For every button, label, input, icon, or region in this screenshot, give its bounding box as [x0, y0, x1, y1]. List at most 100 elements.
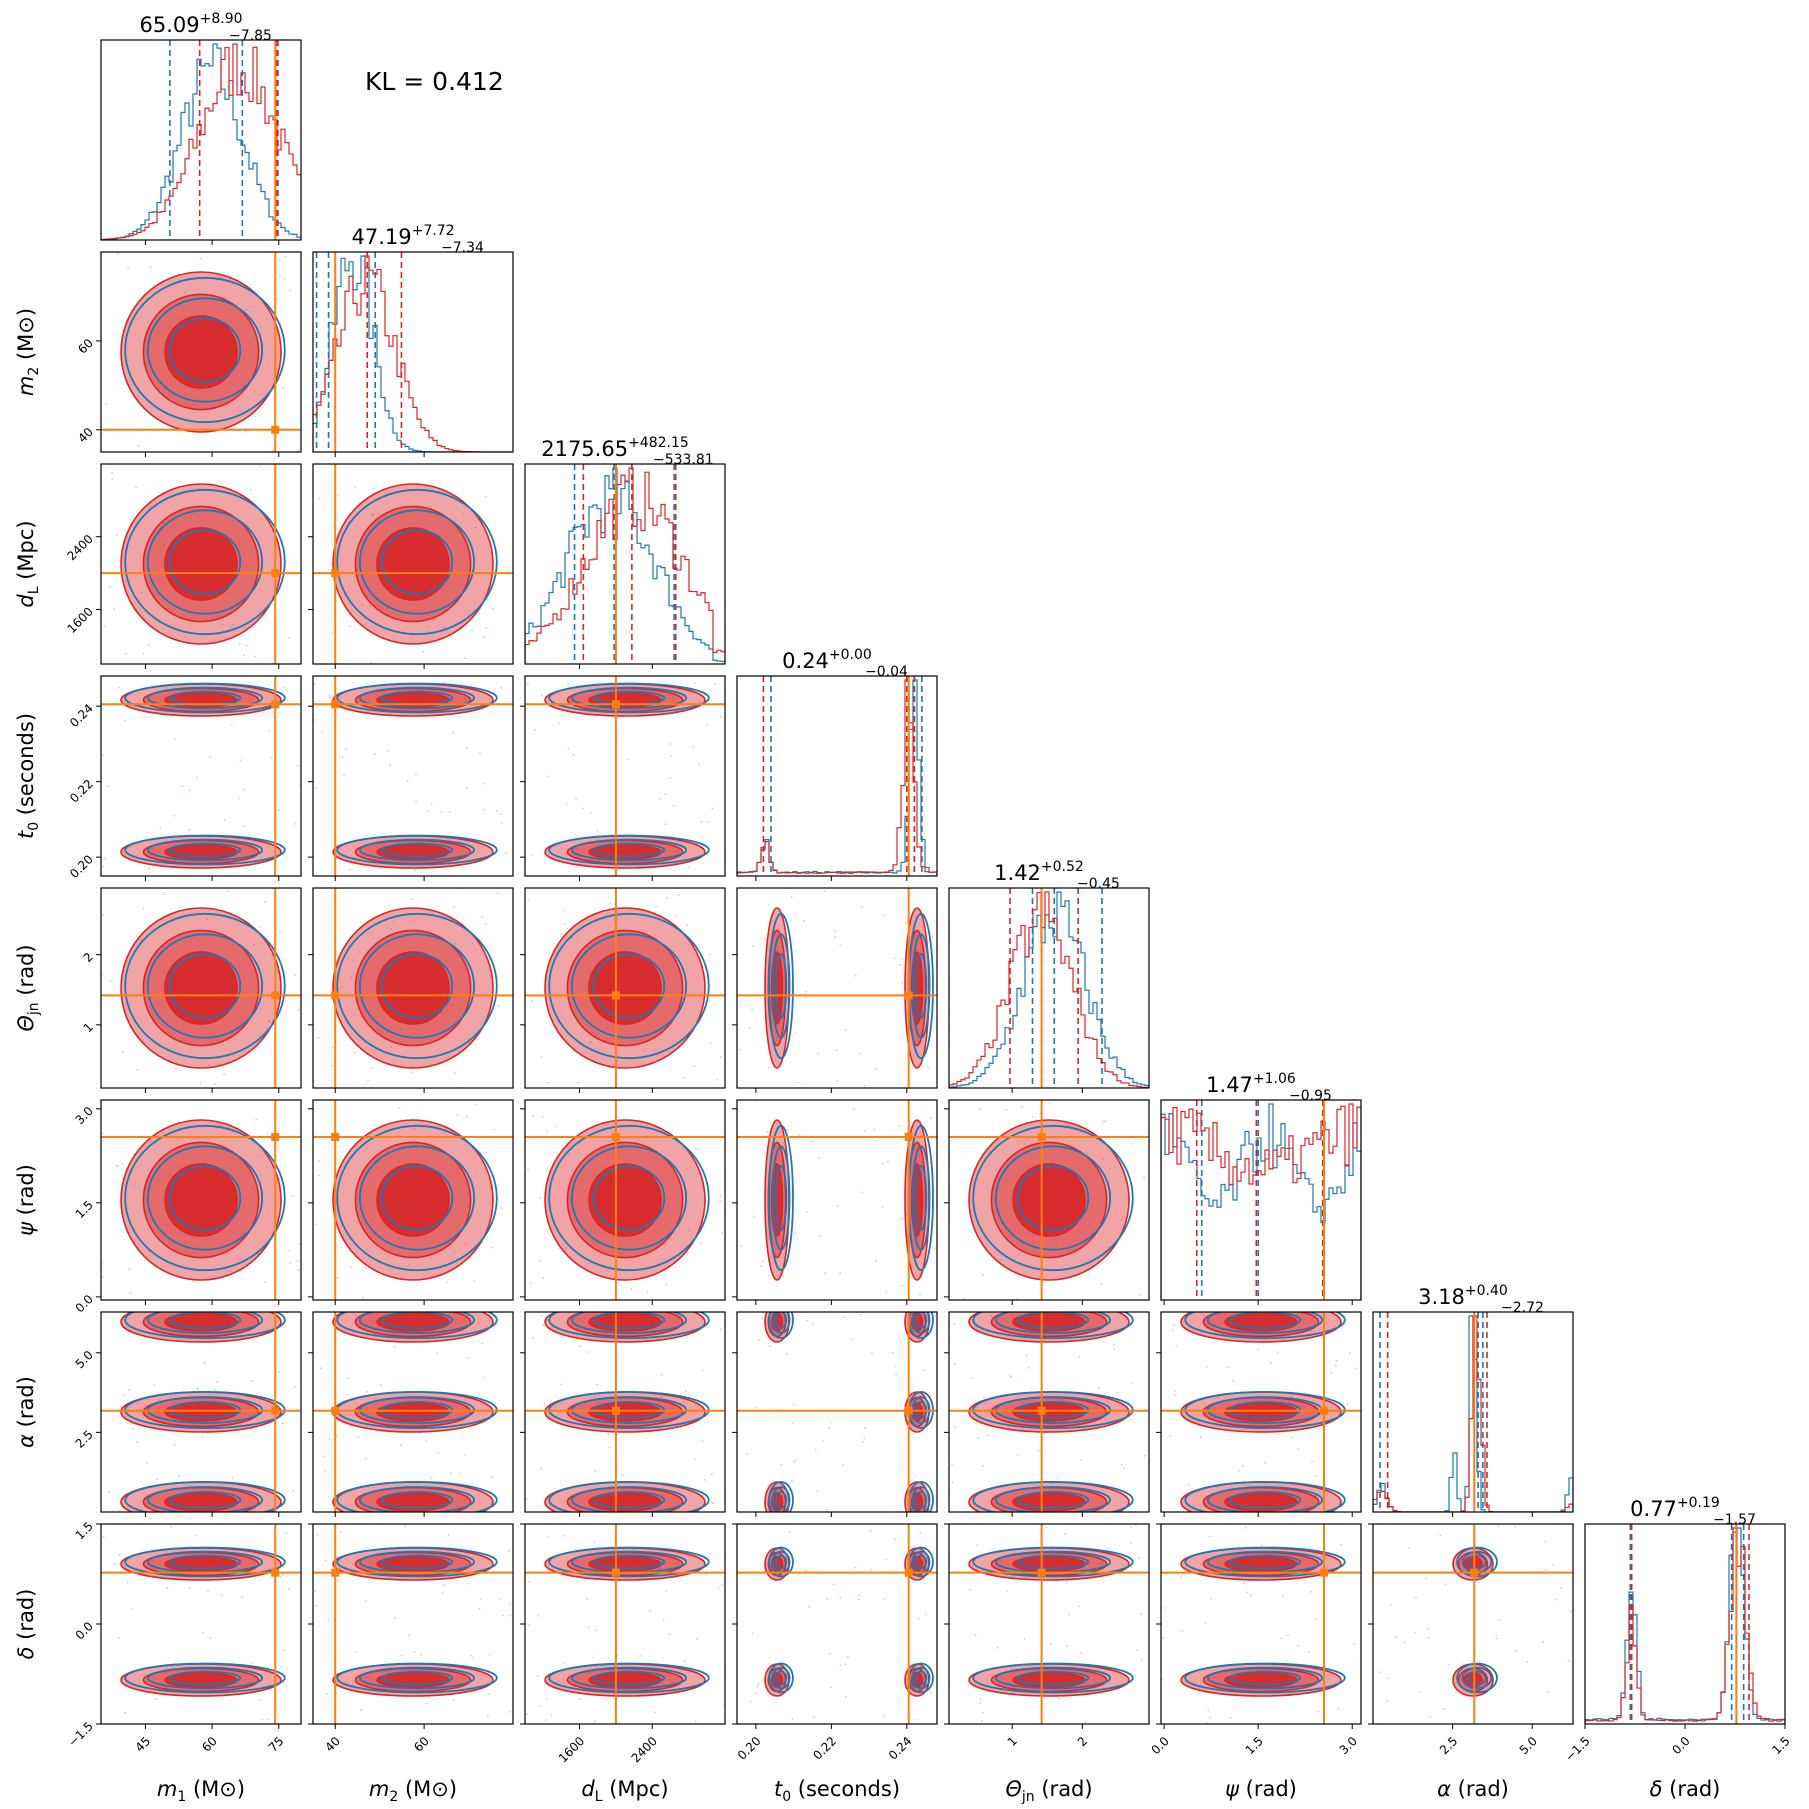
- sample-point: [1514, 1525, 1517, 1528]
- sample-point: [440, 1244, 442, 1247]
- sample-point: [1057, 1157, 1060, 1159]
- sample-point: [500, 1207, 503, 1210]
- contour-panel-dL-delta: 1600 2400: [520, 1523, 726, 1765]
- sample-point: [128, 1268, 131, 1271]
- sample-point: [321, 730, 323, 733]
- sample-point: [402, 1205, 405, 1207]
- sample-point: [805, 996, 808, 999]
- sample-point: [136, 842, 139, 845]
- panel-frame: [312, 463, 514, 665]
- title-median: 65.09: [139, 13, 199, 37]
- panel-frame: [1160, 1099, 1362, 1301]
- sample-point: [930, 1117, 932, 1119]
- sample-point: [1332, 1569, 1335, 1572]
- sample-point: [701, 1184, 703, 1187]
- sample-point: [436, 1352, 439, 1355]
- sample-point: [243, 654, 245, 656]
- sample-point: [1290, 1569, 1293, 1572]
- panel-frame: [948, 887, 1150, 1089]
- contour-panel-t0-alpha: [732, 1311, 938, 1517]
- sample-point: [324, 1470, 327, 1472]
- blue-contour: [146, 686, 264, 710]
- sample-point: [1244, 1526, 1247, 1529]
- sample-point: [436, 688, 438, 691]
- y-tick-label: −1.5: [65, 1719, 96, 1750]
- sample-point: [600, 1561, 603, 1564]
- sample-point: [664, 793, 667, 795]
- sample-point: [452, 1698, 455, 1701]
- sample-point: [1414, 1596, 1417, 1599]
- blue-contour: [548, 682, 710, 714]
- sample-point: [979, 1702, 981, 1704]
- truth-marker: [271, 991, 280, 1000]
- blue-contour: [911, 1145, 931, 1251]
- sample-point: [1334, 1365, 1337, 1368]
- blue-histogram-line: [1585, 1527, 1785, 1724]
- sample-point: [683, 1660, 686, 1663]
- sample-point: [694, 1720, 697, 1723]
- histogram-panel-m1: 65.09+8.90−7.85: [100, 11, 302, 245]
- axis-label-symbol: d: [14, 594, 38, 608]
- sample-point: [101, 1276, 104, 1278]
- sample-point: [1136, 1649, 1139, 1652]
- sample-point: [969, 1588, 971, 1591]
- sample-point: [172, 814, 175, 817]
- sample-point: [336, 587, 339, 590]
- contour-panel-m1-m2: 40 60: [75, 251, 302, 457]
- sample-point: [197, 1388, 199, 1391]
- sample-point: [934, 1247, 937, 1250]
- sample-point: [223, 1073, 226, 1076]
- blue-contour: [336, 488, 498, 636]
- sample-point: [497, 1004, 500, 1007]
- sample-point: [485, 923, 487, 925]
- sample-point: [954, 1426, 956, 1428]
- blue-contour: [1206, 1486, 1324, 1512]
- sample-point: [390, 1046, 393, 1048]
- sample-point: [963, 1298, 966, 1300]
- sample-point: [788, 1549, 791, 1551]
- sample-point: [1555, 1598, 1558, 1601]
- contour-panel-m2-theta_jn: [308, 887, 514, 1093]
- sample-point: [1006, 1590, 1009, 1592]
- sample-point: [557, 1680, 559, 1683]
- sample-point: [1280, 1637, 1283, 1640]
- sample-point: [319, 1367, 322, 1370]
- sample-point: [1143, 1454, 1146, 1457]
- sample-point: [191, 987, 194, 989]
- sample-point: [540, 694, 543, 697]
- sample-point: [488, 1653, 491, 1656]
- red-contour: [164, 315, 238, 389]
- axis-label-subscript: 2: [26, 367, 42, 376]
- sample-point: [790, 1320, 793, 1323]
- sample-point: [415, 773, 417, 775]
- sample-point: [720, 1056, 722, 1058]
- sample-point: [700, 1242, 703, 1245]
- histogram-title: 3.18+0.40: [1418, 1283, 1508, 1309]
- sample-point: [1120, 1463, 1123, 1466]
- sample-point: [605, 1027, 608, 1030]
- sample-point: [323, 1455, 326, 1458]
- sample-point: [410, 1495, 413, 1497]
- sample-point: [545, 1719, 547, 1721]
- sample-point: [471, 1656, 474, 1659]
- contour-panel-theta_jn-psi: [944, 1099, 1150, 1305]
- sample-point: [163, 893, 166, 896]
- sample-point: [662, 1619, 665, 1622]
- sample-point: [209, 847, 212, 850]
- sample-point: [102, 914, 105, 916]
- sample-point: [791, 1480, 793, 1482]
- sample-point: [141, 363, 144, 366]
- blue-contour: [592, 953, 666, 1019]
- sample-point: [925, 1613, 927, 1616]
- x-tick-label: 75: [266, 1734, 287, 1755]
- sample-point: [794, 1032, 797, 1035]
- sample-point: [984, 1235, 987, 1238]
- sample-point: [792, 1422, 794, 1425]
- sample-point: [232, 695, 235, 698]
- sample-point: [978, 1108, 981, 1111]
- sample-point: [442, 1584, 445, 1587]
- sample-point: [1547, 1691, 1549, 1694]
- sample-point: [450, 1004, 453, 1006]
- panel-content: [737, 888, 937, 1088]
- sample-point: [474, 1103, 477, 1106]
